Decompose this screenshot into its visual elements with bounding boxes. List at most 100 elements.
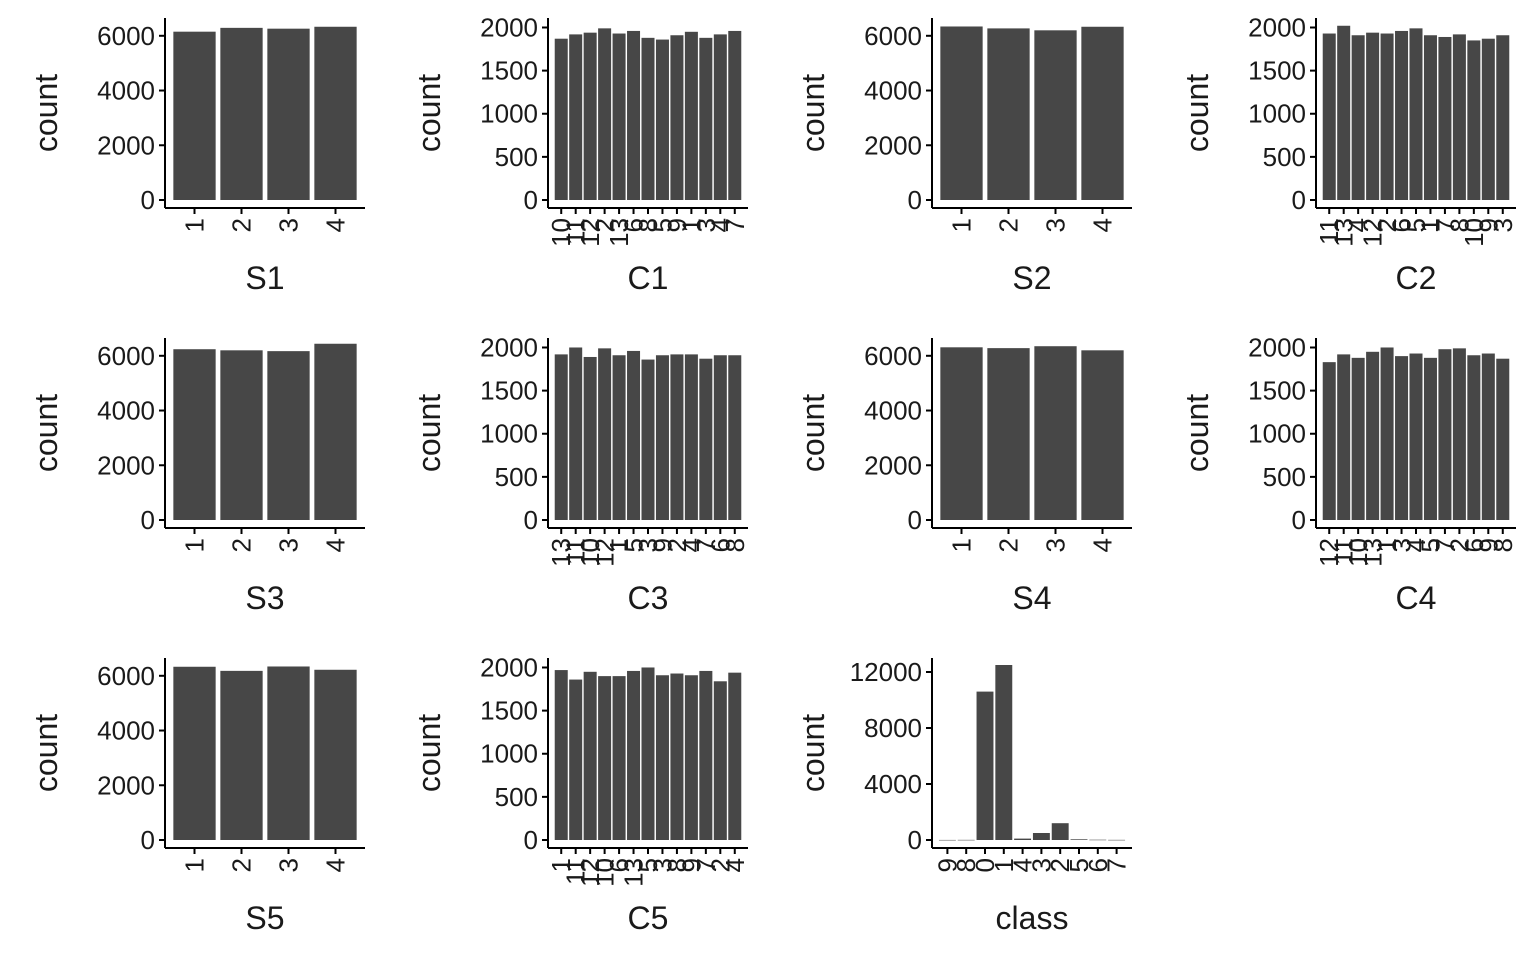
- bar-12: [583, 671, 597, 840]
- y-tick-label: 1500: [480, 376, 538, 406]
- bar-2: [220, 670, 263, 840]
- bar-4: [314, 669, 357, 840]
- x-tick-label: 12: [1358, 218, 1388, 247]
- y-tick-label: 2000: [1248, 12, 1306, 42]
- bar-4: [728, 672, 742, 840]
- y-tick-label: 6000: [864, 341, 922, 371]
- bar-4: [1081, 26, 1124, 201]
- x-tick-label: 8: [633, 218, 663, 232]
- x-tick-label: 5: [1064, 858, 1094, 872]
- x-tick-label: 2: [227, 538, 257, 552]
- x-tick-label: 1: [947, 218, 977, 232]
- x-tick-label: 8: [1488, 538, 1518, 552]
- x-tick-label: 3: [1387, 538, 1417, 552]
- bar-6: [1395, 30, 1409, 201]
- bar-10: [1467, 40, 1481, 200]
- bar-8: [957, 839, 975, 841]
- bar-1: [173, 666, 216, 840]
- x-axis-title: C3: [628, 580, 669, 616]
- x-tick-label: 11: [561, 538, 591, 565]
- x-tick-label: 10: [575, 538, 605, 567]
- y-tick-label: 0: [1292, 505, 1306, 535]
- x-tick-label: 5: [1401, 218, 1431, 232]
- x-tick-label: 4: [1343, 218, 1373, 232]
- x-axis-title: S5: [245, 900, 284, 936]
- bar-12: [583, 32, 597, 200]
- y-tick-label: 2000: [97, 130, 155, 160]
- x-tick-label: 12: [575, 218, 605, 247]
- x-tick-label: 10: [546, 218, 576, 247]
- y-tick-label: 1500: [480, 56, 538, 86]
- x-tick-label: 2: [994, 538, 1024, 552]
- bar-3: [1032, 833, 1050, 840]
- x-tick-label: 9: [932, 858, 962, 872]
- bar-8: [641, 37, 655, 200]
- x-tick-label: 3: [274, 538, 304, 552]
- x-tick-label: 2: [994, 218, 1024, 232]
- x-tick-label: 7: [691, 538, 721, 552]
- bar-11: [1322, 33, 1336, 201]
- x-tick-label: 4: [321, 858, 351, 872]
- bar-2: [220, 27, 263, 200]
- x-tick-label: 8: [662, 858, 692, 872]
- y-tick-label: 0: [908, 185, 922, 215]
- bar-7: [699, 358, 713, 520]
- x-tick-label: 13: [546, 538, 576, 567]
- y-tick-label: 6000: [97, 341, 155, 371]
- x-tick-label: 6: [604, 858, 634, 872]
- x-tick-label: 1: [1415, 218, 1445, 232]
- x-tick-label: 5: [633, 858, 663, 872]
- bar-1: [173, 31, 216, 201]
- y-axis-title: count: [411, 74, 447, 152]
- bar-6: [627, 30, 641, 201]
- bar-1: [684, 31, 698, 200]
- bar-7: [728, 30, 742, 201]
- bar-9: [684, 675, 698, 840]
- bar-9: [655, 355, 669, 520]
- bar-1: [1380, 347, 1394, 520]
- bar-13: [1337, 25, 1351, 201]
- y-tick-label: 2000: [864, 450, 922, 480]
- bar-3: [655, 675, 669, 840]
- bar-11: [1337, 354, 1351, 520]
- x-tick-label: 1: [546, 858, 576, 872]
- x-tick-label: 4: [1401, 538, 1431, 552]
- y-tick-label: 1500: [1248, 56, 1306, 86]
- y-tick-label: 0: [141, 505, 155, 535]
- y-axis-title: count: [1179, 394, 1215, 472]
- y-tick-label: 2000: [480, 332, 538, 362]
- y-tick-label: 1500: [480, 696, 538, 726]
- bar-12: [1366, 32, 1380, 200]
- x-tick-label: 2: [705, 858, 735, 872]
- x-axis-title: S2: [1012, 260, 1051, 296]
- bar-1: [612, 355, 626, 520]
- bar-10: [598, 676, 612, 840]
- bar-9: [1481, 38, 1495, 201]
- x-tick-label: 13: [619, 858, 649, 887]
- bar-6: [1467, 355, 1481, 520]
- y-tick-label: 4000: [864, 76, 922, 106]
- x-tick-label: 2: [1372, 218, 1402, 232]
- x-tick-label: 12: [1314, 538, 1344, 567]
- bar-1: [554, 670, 568, 840]
- y-tick-label: 2000: [97, 770, 155, 800]
- x-tick-label: 10: [590, 858, 620, 887]
- x-tick-label: 3: [633, 538, 663, 552]
- y-axis-title: count: [795, 74, 831, 152]
- y-tick-label: 2000: [1248, 332, 1306, 362]
- bar-3: [641, 359, 655, 520]
- bar-1: [173, 349, 216, 520]
- x-tick-label: 2: [590, 218, 620, 232]
- x-tick-label: 9: [647, 538, 677, 552]
- bar-8: [1496, 358, 1510, 520]
- bar-6: [1089, 839, 1107, 841]
- x-tick-label: 2: [1444, 538, 1474, 552]
- y-tick-label: 0: [141, 185, 155, 215]
- x-tick-label: 11: [561, 218, 591, 245]
